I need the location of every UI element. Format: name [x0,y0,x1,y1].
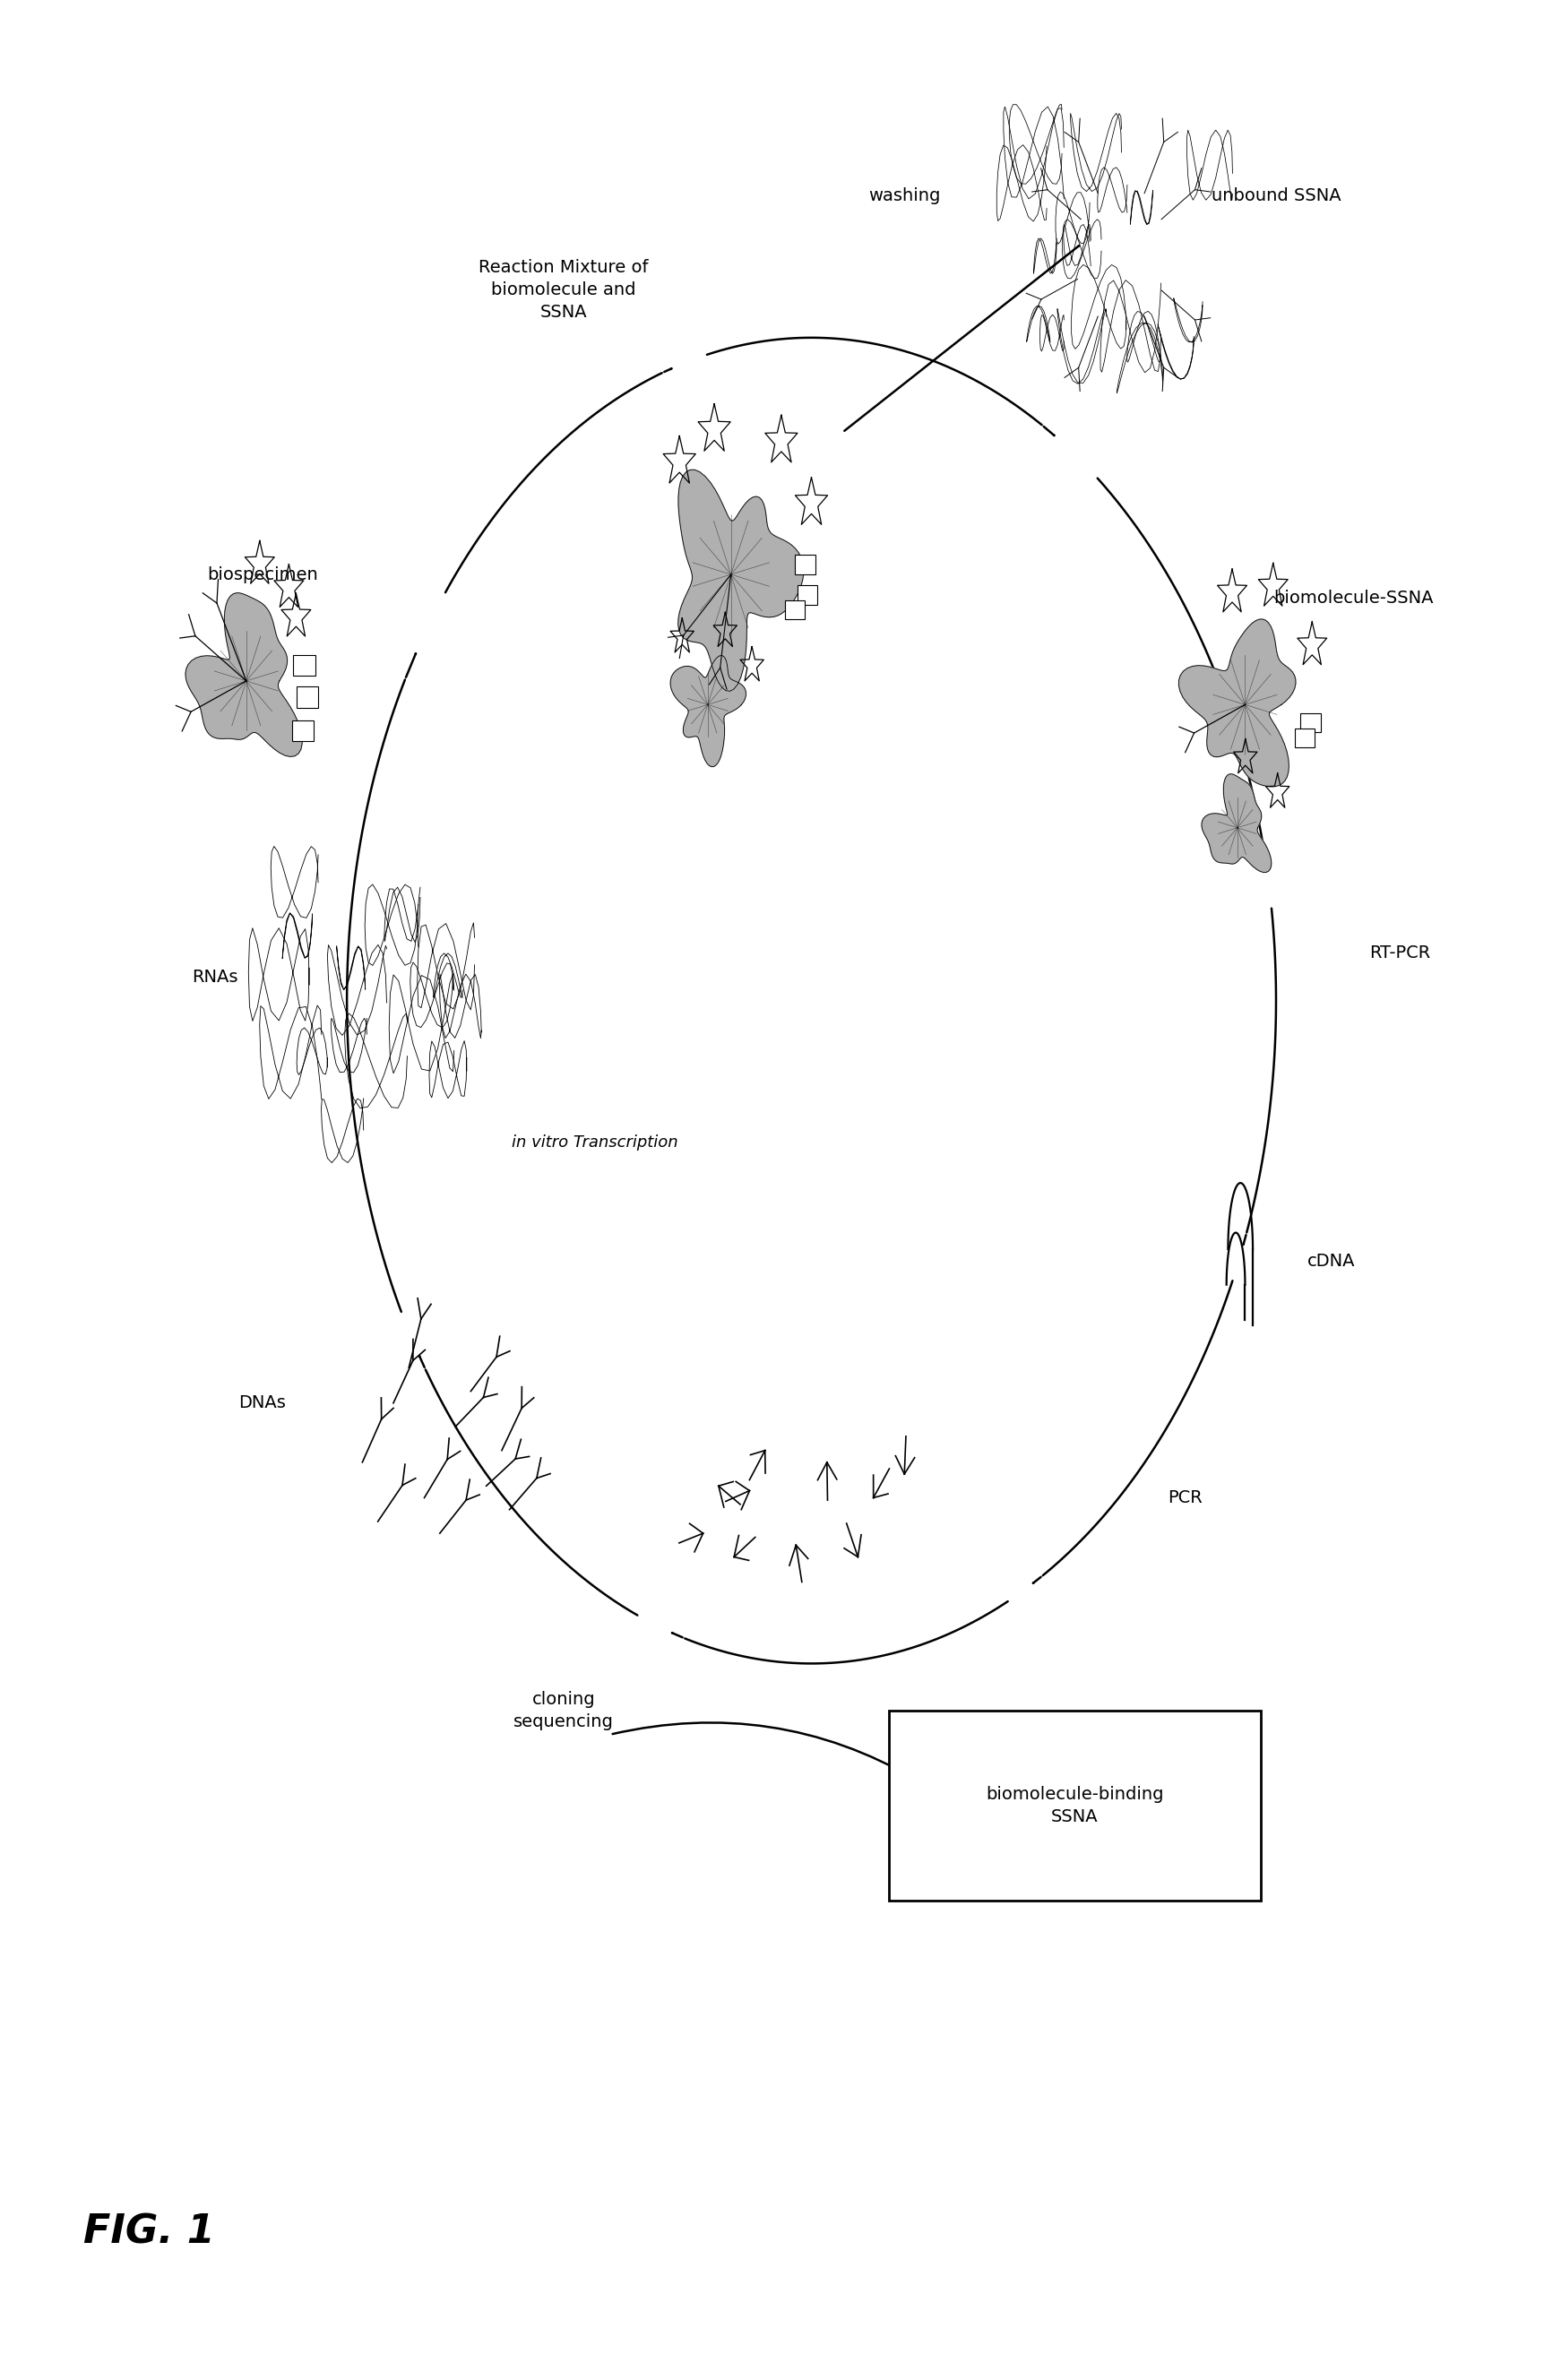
Bar [888,1711,1261,1899]
Polygon shape [670,655,746,766]
Bar [1300,714,1321,731]
Polygon shape [677,469,804,690]
Text: in vitro Transcription: in vitro Transcription [512,1135,677,1150]
Bar [785,600,805,619]
Text: biomolecule-binding
SSNA: biomolecule-binding SSNA [987,1785,1163,1825]
Polygon shape [1179,619,1296,788]
Bar [297,688,318,709]
Text: RT-PCR: RT-PCR [1369,945,1430,962]
Polygon shape [186,593,303,757]
Text: Reaction Mixture of
biomolecule and
SSNA: Reaction Mixture of biomolecule and SSNA [479,259,649,321]
Bar [292,721,314,740]
Polygon shape [1202,774,1271,873]
Text: cloning
sequencing: cloning sequencing [514,1692,613,1730]
Text: RNAs: RNAs [192,969,239,985]
Bar [293,655,315,676]
Text: DNAs: DNAs [239,1395,286,1411]
Bar [795,555,815,574]
Bar [1294,728,1314,747]
Bar [798,585,818,605]
Text: cDNA: cDNA [1307,1252,1355,1269]
Text: FIG. 1: FIG. 1 [84,2213,215,2251]
Text: unbound SSNA: unbound SSNA [1211,188,1341,205]
Text: PCR: PCR [1168,1490,1202,1507]
Text: biomolecule-SSNA: biomolecule-SSNA [1274,590,1433,607]
Text: washing: washing [868,188,940,205]
Text: biospecimen: biospecimen [208,566,318,583]
